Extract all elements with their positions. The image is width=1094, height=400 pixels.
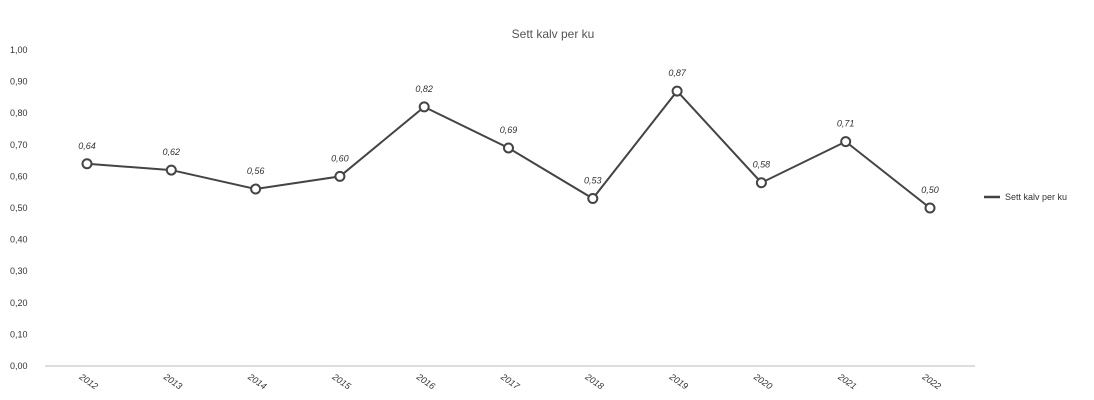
data-point-marker <box>587 193 599 205</box>
x-tick-label: 2013 <box>161 371 184 391</box>
data-point-marker <box>165 164 177 176</box>
data-point-marker <box>250 183 262 195</box>
x-tick-label: 2018 <box>583 371 606 391</box>
x-tick-label: 2017 <box>498 371 522 392</box>
y-tick-label: 0,50 <box>10 203 28 213</box>
data-label: 0,56 <box>247 166 265 176</box>
y-tick-label: 0,00 <box>10 361 28 371</box>
y-tick-label: 0,70 <box>10 140 28 150</box>
x-tick-label: 2012 <box>77 371 100 391</box>
data-label: 0,69 <box>500 125 518 135</box>
x-tick-label: 2019 <box>667 371 690 391</box>
x-tick-label: 2015 <box>330 371 354 392</box>
x-tick-label: 2020 <box>751 371 774 391</box>
data-label: 0,58 <box>753 160 771 170</box>
data-label: 0,62 <box>163 147 181 157</box>
data-point-marker <box>755 177 767 189</box>
data-label: 0,87 <box>668 68 687 78</box>
data-point-marker <box>81 158 93 170</box>
data-label: 0,82 <box>415 84 433 94</box>
y-tick-label: 0,90 <box>10 77 28 87</box>
data-point-marker <box>418 101 430 113</box>
data-point-marker <box>671 85 683 97</box>
legend: Sett kalv per ku <box>984 192 1067 202</box>
y-tick-label: 1,00 <box>10 45 28 55</box>
y-tick-label: 0,10 <box>10 329 28 339</box>
x-axis-ticks: 2012 2013 2014 2015 2016 2017 2018 2019 2020 2021… <box>77 371 943 392</box>
x-tick-label: 2021 <box>836 371 859 391</box>
y-tick-label: 0,60 <box>10 171 28 181</box>
series-markers <box>81 85 936 214</box>
data-labels: 0,64 0,62 0,56 0,60 0,82 0,69 0,53 0,87 0,58 0,71… <box>78 68 939 195</box>
x-tick-label: 2022 <box>920 371 943 391</box>
y-tick-label: 0,80 <box>10 108 28 118</box>
y-tick-label: 0,20 <box>10 298 28 308</box>
data-label: 0,53 <box>584 176 602 186</box>
data-label: 0,64 <box>78 141 96 151</box>
x-tick-label: 2016 <box>414 371 437 391</box>
legend-label: Sett kalv per ku <box>1005 192 1067 202</box>
data-label: 0,50 <box>921 185 939 195</box>
y-tick-label: 0,40 <box>10 235 28 245</box>
x-tick-label: 2014 <box>245 371 268 391</box>
data-point-marker <box>334 170 346 182</box>
data-point-marker <box>503 142 514 154</box>
data-label: 0,60 <box>331 153 349 163</box>
y-axis-ticks: 0,00 0,10 0,20 0,30 0,40 0,50 0,60 0,70 0,80 0,90… <box>10 45 28 371</box>
y-tick-label: 0,30 <box>10 266 28 276</box>
data-point-marker <box>924 202 936 214</box>
data-point-marker <box>840 136 852 148</box>
data-label: 0,71 <box>837 119 855 129</box>
chart-title: Sett kalv per ku <box>512 27 595 41</box>
